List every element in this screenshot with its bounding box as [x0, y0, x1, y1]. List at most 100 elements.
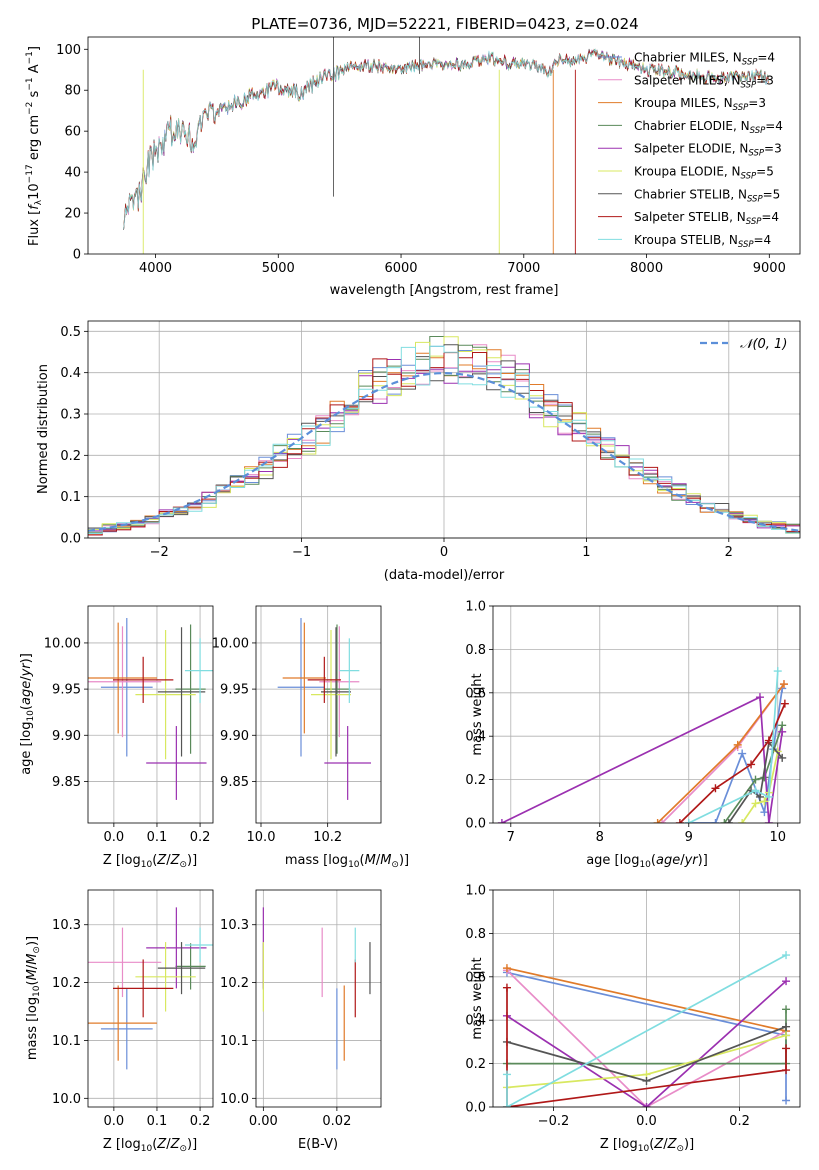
errorbar-chabrier-stelib: [157, 627, 206, 757]
y-tick-label: 0.3: [60, 408, 81, 423]
errorbar-salpeter-miles: [88, 927, 162, 998]
errorbar-salpeter-stelib: [307, 656, 341, 703]
y-axis-label: Flux [fλ10−17 erg cm−2 s−1 A−1]: [25, 46, 44, 246]
series-line: [506, 954, 787, 1107]
y-tick-label: 10.0: [220, 1092, 249, 1107]
x-tick-label: 0.2: [190, 1114, 211, 1129]
y-tick-label: 10.3: [52, 918, 81, 933]
x-tick-label: 2: [725, 545, 733, 560]
spectrum-kroupa-stelib: [123, 48, 770, 230]
errorbar-chabrier-elodie: [175, 624, 206, 754]
data-point: [733, 740, 742, 749]
legend-label-normal: 𝒩(0, 1): [740, 337, 787, 352]
data-point: [502, 983, 511, 992]
data-point: [711, 819, 720, 823]
x-tick-label: 10: [769, 830, 786, 845]
errorbar-salpeter-stelib: [113, 959, 174, 1018]
data-point: [782, 951, 791, 960]
panel-residuals: −2 −1 0 1 2 0.0 0.1 0.2 0.3 0.4 0.5 𝒩(0, 1) Normed d…: [36, 320, 801, 583]
x-tick-label: 6000: [384, 261, 417, 276]
data-point: [782, 1022, 791, 1031]
x-tick-label: 0: [440, 545, 448, 560]
x-tick-label: 0.2: [190, 830, 211, 845]
errorbar-salpeter-elodie: [324, 726, 371, 800]
legend-label-salpeter-elodie: Salpeter ELODIE, NSSP=3: [634, 142, 782, 159]
y-tick-label: 0.8: [465, 643, 486, 658]
axes-frame: [255, 889, 382, 1108]
y-tick-label: 0: [73, 248, 81, 263]
histogram-kroupa-stelib: [88, 345, 800, 534]
data-point: [764, 736, 773, 745]
data-point: [684, 819, 693, 823]
y-tick-label: 0.6: [465, 686, 486, 701]
y-tick-label: 80: [64, 84, 81, 99]
data-point: [724, 819, 733, 823]
errorbar-salpeter-elodie: [146, 726, 207, 800]
x-axis-label: Z [log10(Z/Z⊙)]: [600, 1137, 694, 1154]
data-point: [675, 819, 684, 823]
panel-spectrum: 4000 5000 6000 7000 8000 9000 0 20 40 60 80 100 Flux…: [25, 36, 801, 298]
data-point: [658, 819, 667, 823]
y-tick-label: 0.0: [60, 532, 81, 547]
data-point: [764, 792, 773, 801]
x-tick-label: 7000: [507, 261, 540, 276]
errorbar-kroupa-stelib: [184, 638, 213, 703]
x-tick-label: 0.0: [104, 830, 125, 845]
data-point: [780, 699, 789, 708]
legend-label-salpeter-stelib: Salpeter STELIB, NSSP=4: [634, 210, 779, 227]
data-point: [738, 749, 747, 758]
normal-curve: [88, 371, 800, 532]
panel-mass-vs-EBV: 0.00 0.02 10.0 10.1 10.2 10.3 E(B-V): [220, 889, 382, 1152]
series-salpeter-elodie: [497, 693, 787, 823]
plot-area: [502, 951, 791, 1107]
y-tick-label: 10.00: [44, 636, 81, 651]
data-point: [755, 792, 764, 801]
data-point: [779, 680, 788, 689]
plot-area: [88, 907, 213, 1070]
data-point: [782, 1044, 791, 1053]
y-tick-label: 1.0: [465, 884, 486, 899]
panel-age-vs-Z: 0.0 0.1 0.2 9.85 9.90 9.95 10.00 Z [log10(Z/Z⊙)…: [19, 605, 214, 870]
errorbar-kroupa-elodie: [135, 630, 196, 760]
errorbar-salpeter-stelib: [113, 656, 174, 703]
x-tick-label: 0.00: [249, 1114, 278, 1129]
series-line: [506, 969, 787, 1107]
x-axis-label: (data-model)/error: [384, 568, 505, 583]
y-tick-label: 0.8: [465, 927, 486, 942]
y-axis-label: age [log10(age/yr)]: [19, 653, 36, 775]
data-point: [502, 964, 511, 973]
y-tick-label: 10.3: [220, 918, 249, 933]
data-point: [751, 775, 760, 784]
y-tick-label: 0.5: [60, 325, 81, 340]
data-point: [747, 760, 756, 769]
y-axis-label: mass weight: [470, 957, 485, 1039]
y-tick-label: 0.0: [465, 817, 486, 832]
data-point: [782, 1031, 791, 1040]
series-line: [688, 671, 779, 823]
data-point: [738, 819, 747, 823]
panel-weight-vs-Z: −0.2 0.0 0.2 0.0 0.2 0.4 0.6 0.8 1.0 mass weight Z…: [465, 884, 801, 1154]
data-point: [760, 808, 769, 817]
y-tick-label: 0.4: [465, 730, 486, 745]
y-tick-label: 10.1: [52, 1034, 81, 1049]
y-tick-label: 0.2: [465, 1057, 486, 1072]
x-tick-label: 10.0: [247, 830, 276, 845]
axes-frame: [87, 605, 214, 824]
legend-label-chabrier-elodie: Chabrier ELODIE, NSSP=4: [634, 119, 783, 136]
errorbar-chabrier-miles: [100, 988, 153, 1070]
data-point: [653, 819, 662, 823]
series-line: [723, 725, 784, 823]
series-line: [501, 695, 784, 823]
y-axis-label: mass [log10(M/M⊙)]: [25, 936, 42, 1060]
x-tick-label: 0.1: [147, 1114, 168, 1129]
x-tick-label: 0.02: [322, 1114, 351, 1129]
y-tick-label: 10.2: [220, 976, 249, 991]
legend-label-kroupa-elodie: Kroupa ELODIE, NSSP=5: [634, 165, 774, 182]
x-axis-label: E(B-V): [298, 1137, 338, 1152]
y-tick-label: 0.2: [60, 449, 81, 464]
x-tick-label: 0.0: [104, 1114, 125, 1129]
x-tick-label: 8000: [630, 261, 663, 276]
errorbar-salpeter-elodie: [146, 907, 207, 989]
data-point: [778, 753, 787, 762]
